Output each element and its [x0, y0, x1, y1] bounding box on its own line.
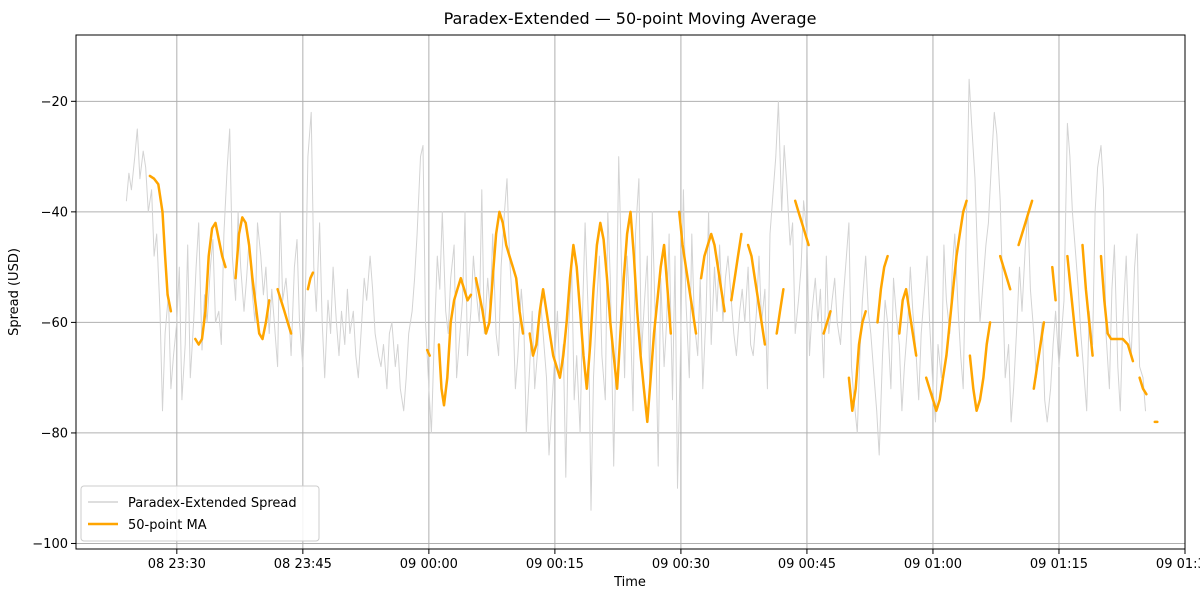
- chart-title: Paradex-Extended — 50-point Moving Avera…: [444, 9, 817, 28]
- ma-series-line: [1099, 254, 1135, 363]
- ma-series-line: [1051, 265, 1057, 302]
- ma-series-line: [148, 174, 173, 313]
- x-tick-label: 09 00:30: [652, 557, 710, 572]
- legend: Paradex-Extended Spread 50-point MA: [80, 485, 320, 542]
- y-axis-label: Spread (USD): [7, 248, 22, 336]
- ma-series-line: [528, 210, 673, 424]
- ma-series-line: [1017, 199, 1034, 247]
- ma-series-line: [306, 271, 315, 291]
- ma-series-line: [968, 321, 992, 413]
- ma-series-line: [437, 276, 473, 407]
- ma-series-line: [1032, 321, 1046, 390]
- legend-label-spread: Paradex-Extended Spread: [128, 496, 297, 511]
- ma-series-line: [730, 232, 743, 302]
- x-tick-label: 08 23:30: [148, 557, 206, 572]
- y-tick-label: −40: [41, 205, 68, 220]
- ma-series-line: [898, 287, 918, 357]
- x-tick-label: 09 01:00: [904, 557, 962, 572]
- y-tick-label: −20: [41, 95, 68, 110]
- ma-series-line: [793, 199, 810, 247]
- y-tick-label: −80: [41, 426, 68, 441]
- ma-series-line: [234, 216, 271, 341]
- ma-series-line: [775, 287, 785, 335]
- ma-series-line: [822, 310, 832, 335]
- ma-series-line: [847, 310, 867, 413]
- legend-label-ma: 50-point MA: [128, 518, 207, 533]
- ma-series-line: [677, 210, 698, 335]
- x-tick-label: 09 01:30: [1156, 557, 1200, 572]
- x-axis-label: Time: [613, 575, 646, 590]
- ma-series-line: [1081, 243, 1094, 357]
- series-layer: [125, 78, 1159, 511]
- ma-series-line: [1066, 254, 1079, 357]
- ma-series-line: [276, 287, 293, 335]
- ma-series-line: [746, 243, 767, 346]
- ma-series-line: [1138, 376, 1148, 396]
- ma-series-line: [474, 210, 525, 335]
- ma-series-line: [425, 348, 431, 357]
- ma-series-line: [194, 221, 227, 346]
- ma-series-line: [924, 199, 968, 413]
- legend-box: [80, 485, 320, 542]
- ma-series-line: [998, 254, 1012, 291]
- plot-frame: [75, 34, 1186, 550]
- x-tick-label: 09 01:15: [1030, 557, 1088, 572]
- x-tick-label: 09 00:45: [778, 557, 836, 572]
- ticks-layer: 08 23:30 08 23:45 09 00:00 09 00:15 09 00:30…: [32, 95, 1200, 572]
- spread-series-line: [125, 78, 1146, 511]
- y-tick-label: −100: [32, 537, 68, 552]
- x-tick-label: 09 00:15: [526, 557, 584, 572]
- ma-series-line: [876, 254, 889, 324]
- x-tick-label: 09 00:00: [400, 557, 458, 572]
- x-tick-label: 08 23:45: [274, 557, 332, 572]
- ma-series-line: [699, 232, 726, 313]
- y-tick-label: −60: [41, 316, 68, 331]
